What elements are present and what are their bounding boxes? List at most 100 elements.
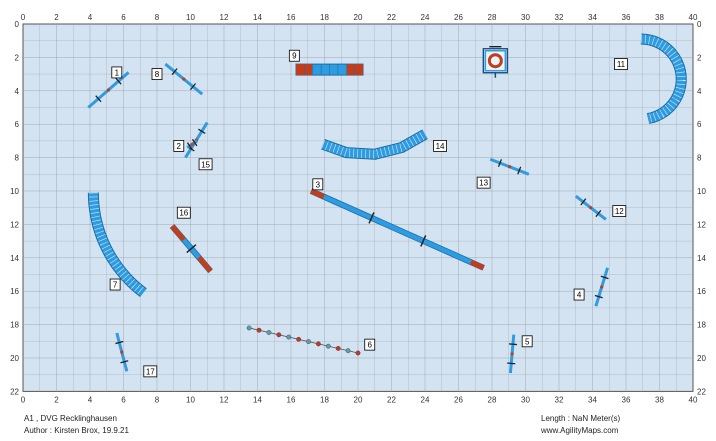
- number-box: [521, 335, 533, 348]
- obstacle-number-16: 16: [176, 206, 191, 219]
- obstacle-number-1: 1: [111, 66, 123, 79]
- x-tick-label-bottom: 20: [354, 395, 363, 404]
- jump-wing: [186, 142, 193, 150]
- plank-support: [186, 244, 197, 254]
- y-tick-label-right: 4: [697, 87, 702, 96]
- weave-pole: [286, 334, 292, 340]
- jump-wing: [115, 340, 124, 345]
- x-tick-label-top: 6: [121, 13, 126, 22]
- y-tick-label-left: 0: [15, 20, 20, 29]
- number-text: 5: [525, 337, 530, 346]
- y-tick-label-left: 12: [10, 220, 19, 229]
- jump-wing: [95, 95, 102, 103]
- x-tick-label-top: 14: [253, 13, 262, 22]
- obstacle-number-15: 15: [198, 158, 213, 171]
- weave-pole: [256, 327, 262, 333]
- number-text: 4: [577, 291, 582, 300]
- jump-center: [510, 352, 514, 356]
- x-tick-label-bottom: 0: [21, 395, 26, 404]
- obstacle-number-2: 2: [173, 140, 185, 152]
- number-box: [288, 49, 300, 62]
- x-tick-label-top: 38: [655, 13, 664, 22]
- tire-frame-inner: [484, 49, 507, 72]
- jump-wing: [508, 343, 517, 346]
- jump-8: [164, 62, 204, 96]
- number-text: 7: [113, 281, 118, 290]
- contact-zone-end: [469, 259, 485, 271]
- x-tick-label-bottom: 8: [155, 395, 160, 404]
- y-tick-label-right: 0: [697, 20, 702, 29]
- x-tick-label-bottom: 6: [121, 395, 126, 404]
- tunnel-11: [640, 33, 687, 124]
- number-text: 11: [617, 60, 626, 69]
- obstacle-number-12: 12: [612, 205, 627, 217]
- obstacle-number-3: 3: [312, 178, 324, 191]
- x-tick-label-top: 20: [354, 13, 363, 22]
- y-tick-label-left: 20: [10, 354, 19, 363]
- y-tick-label-right: 20: [697, 354, 706, 363]
- y-tick-label-right: 6: [697, 120, 702, 129]
- x-tick-label-top: 40: [689, 13, 698, 22]
- tire-frame: [482, 48, 509, 74]
- obstacle-number-5: 5: [521, 335, 533, 348]
- x-tick-label-bottom: 34: [588, 395, 597, 404]
- y-tick-label-left: 2: [15, 53, 20, 62]
- x-tick-label-top: 28: [488, 13, 497, 22]
- x-tick-label-top: 30: [521, 13, 530, 22]
- jump-wing: [517, 166, 522, 175]
- jump-center: [600, 285, 604, 289]
- y-tick-label-right: 2: [697, 53, 702, 62]
- x-tick-label-top: 2: [54, 13, 59, 22]
- y-tick-label-right: 8: [697, 154, 702, 163]
- number-box: [312, 178, 324, 191]
- y-tick-label-left: 10: [10, 187, 19, 196]
- weave-pole: [306, 339, 311, 345]
- x-tick-label-bottom: 38: [655, 395, 664, 404]
- x-tick-label-bottom: 26: [454, 395, 463, 404]
- jump-13: [489, 157, 530, 176]
- y-tick-label-left: 18: [10, 321, 19, 330]
- seesaw-16: [169, 224, 213, 274]
- plank-support: [368, 212, 375, 224]
- x-tick-label-bottom: 18: [320, 395, 329, 404]
- x-tick-label-bottom: 22: [387, 395, 396, 404]
- length-label: Length : NaN Meter(s): [541, 414, 621, 423]
- x-tick-label-bottom: 30: [521, 395, 530, 404]
- weave-pole: [266, 330, 272, 335]
- number-box: [614, 58, 628, 70]
- number-box: [364, 338, 376, 351]
- number-box: [173, 140, 185, 152]
- tire-10: [482, 46, 509, 78]
- jump-wing: [594, 294, 603, 299]
- y-tick-label-left: 22: [10, 387, 19, 396]
- x-tick-label-top: 16: [287, 13, 296, 22]
- number-box: [109, 278, 121, 291]
- y-tick-label-left: 8: [15, 154, 20, 163]
- number-box: [573, 288, 585, 301]
- x-tick-label-top: 22: [387, 13, 396, 22]
- jump-center: [120, 350, 124, 354]
- jump-5: [507, 334, 517, 374]
- tire-ring: [487, 53, 503, 69]
- x-tick-label-bottom: 2: [54, 395, 59, 404]
- obstacle-number-8: 8: [151, 68, 163, 80]
- x-tick-label-top: 26: [454, 13, 463, 22]
- tunnel-segments: [88, 192, 147, 297]
- jump-17: [115, 332, 129, 372]
- y-tick-label-right: 22: [697, 387, 706, 396]
- x-tick-label-top: 0: [21, 13, 26, 22]
- weave-pole: [325, 343, 331, 349]
- jump-wing: [497, 159, 503, 167]
- x-tick-label-bottom: 14: [253, 395, 262, 404]
- jump-center: [106, 88, 111, 92]
- number-box: [143, 365, 158, 378]
- number-text: 2: [177, 142, 182, 151]
- jump-wing: [189, 83, 197, 91]
- y-tick-label-right: 10: [697, 187, 706, 196]
- number-text: 6: [367, 341, 372, 350]
- jump-wing: [600, 275, 609, 280]
- table-9: [295, 63, 364, 76]
- x-tick-label-top: 34: [588, 13, 597, 22]
- weave-pole: [276, 332, 282, 338]
- obstacle-number-9: 9: [288, 49, 300, 62]
